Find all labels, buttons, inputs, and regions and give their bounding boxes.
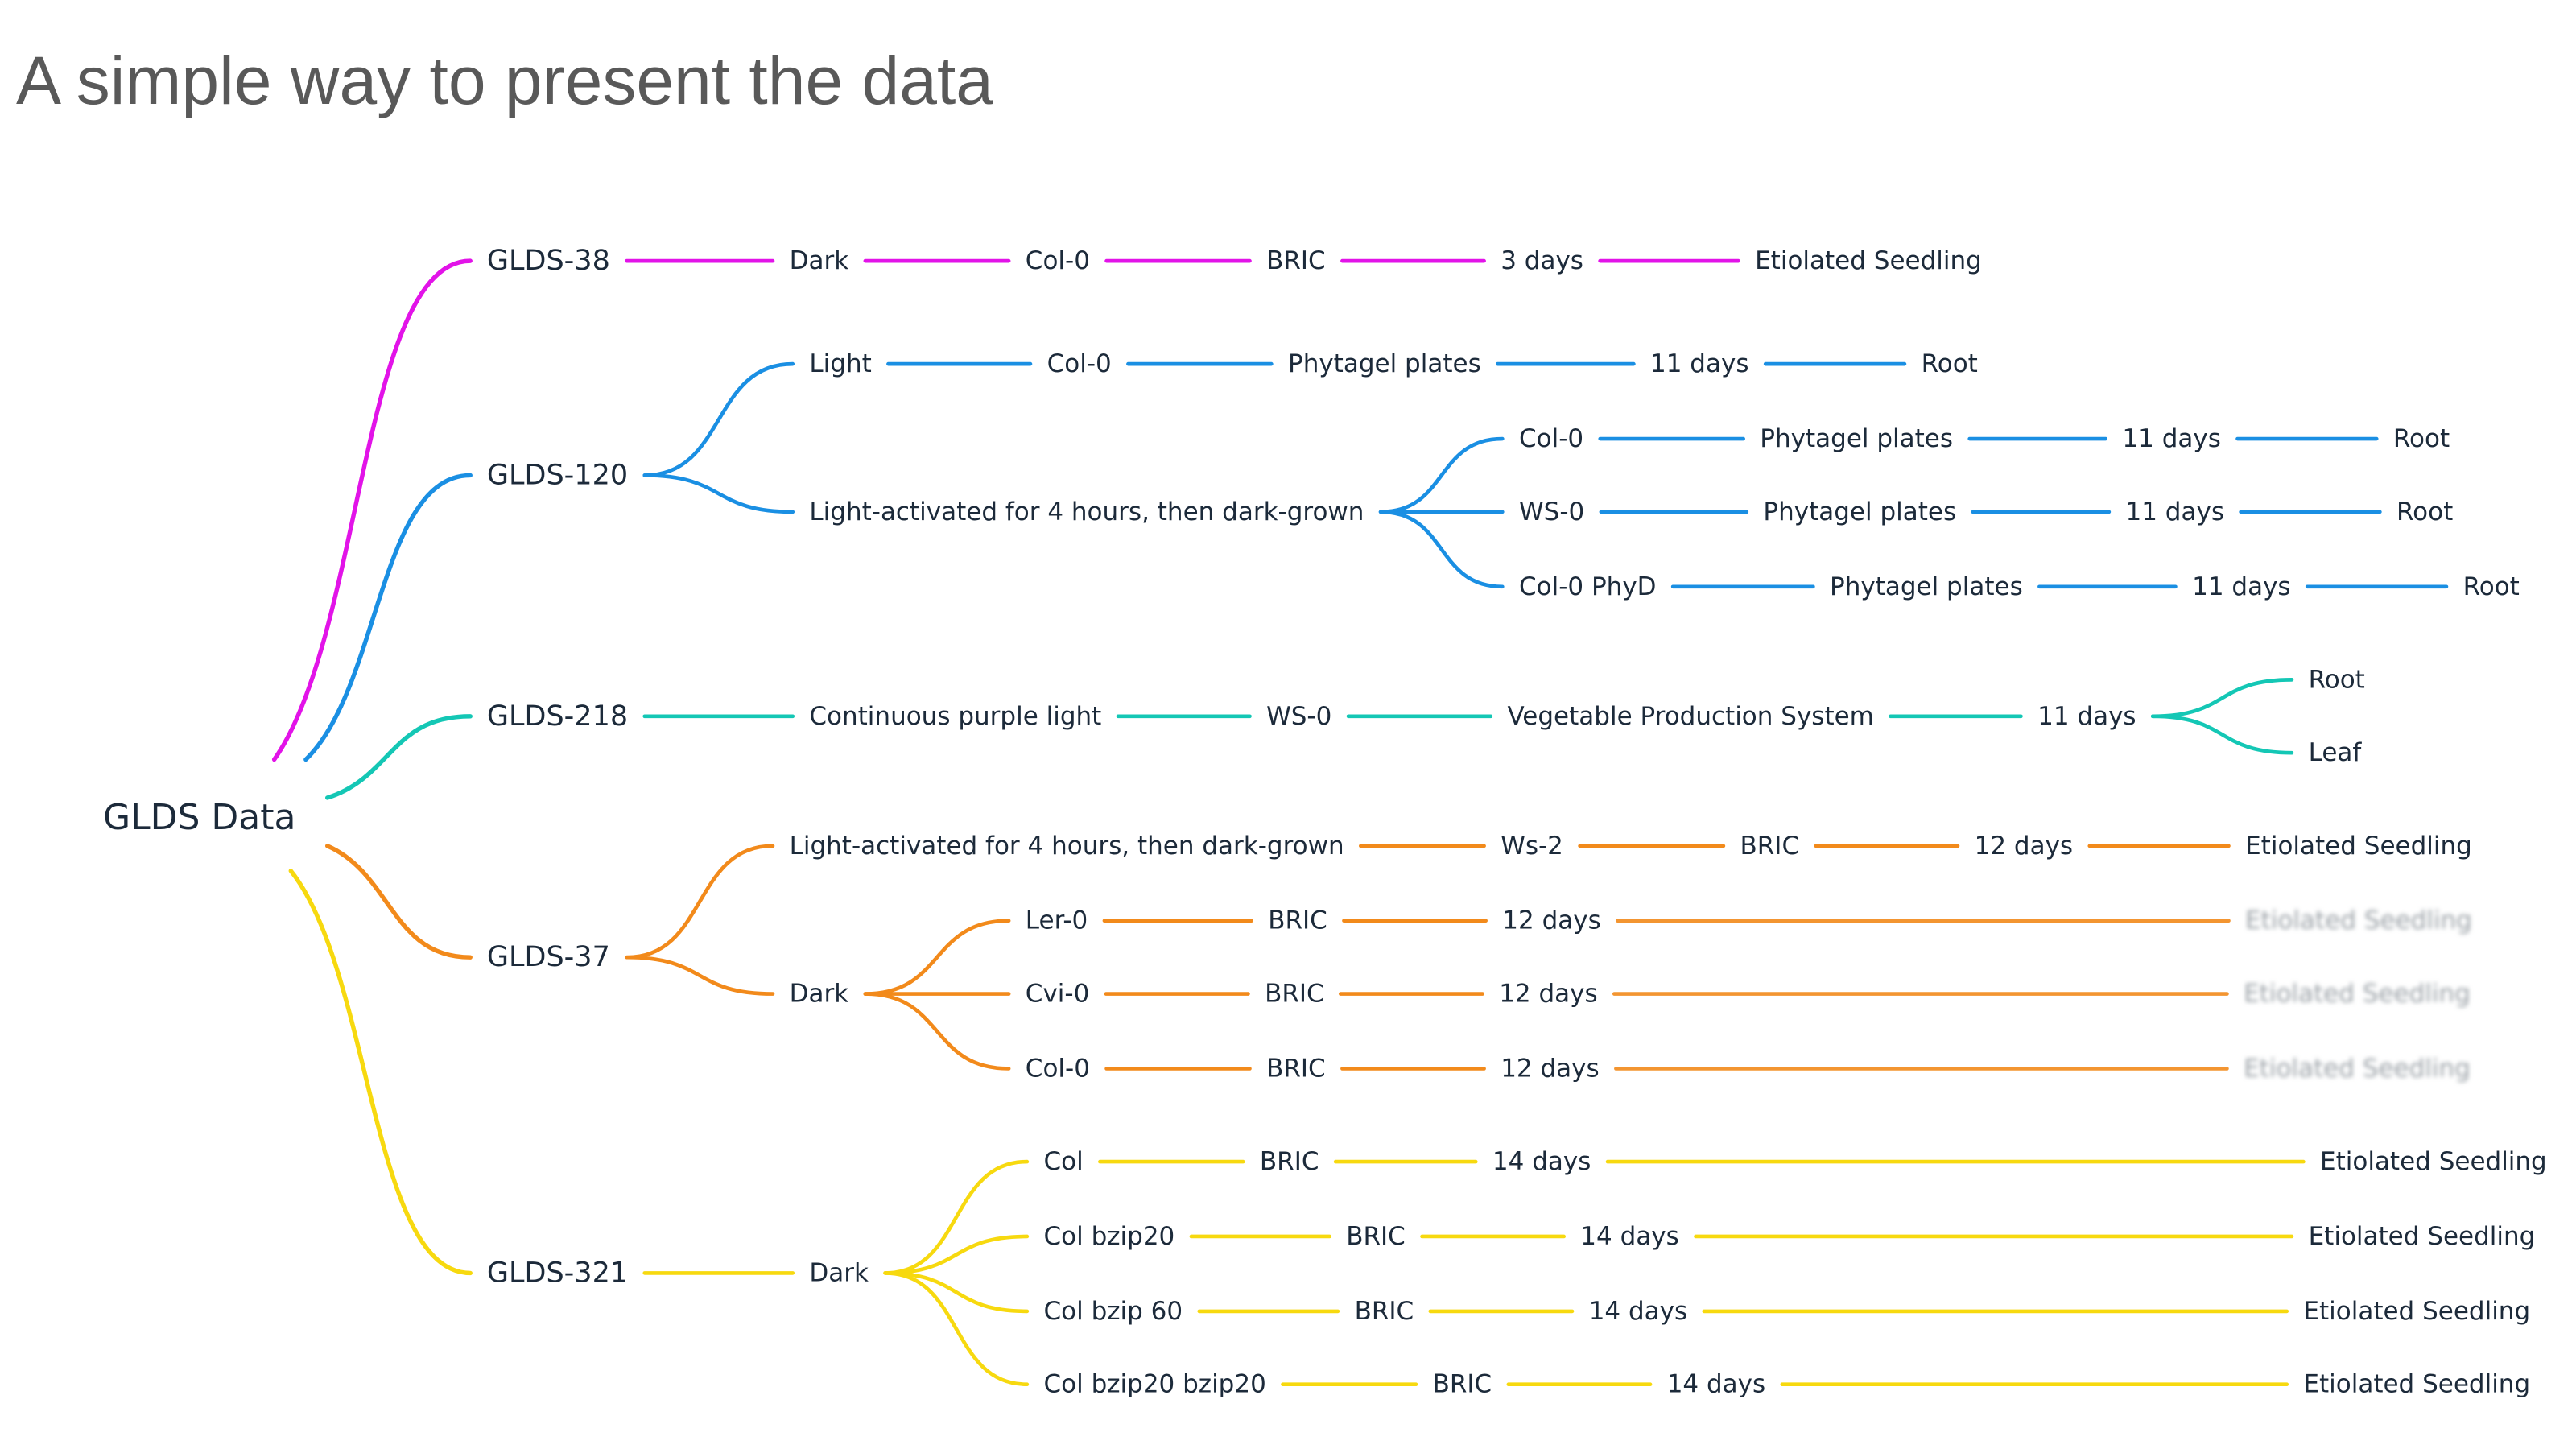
node-label-g218-f: Leaf [2309,738,2363,767]
connector-g38 [271,258,473,762]
node-label-g120-l: Light [809,349,871,378]
node-label-g321-4a: BRIC [1433,1370,1492,1399]
node-label-g120-l4: Root [1922,349,1978,378]
node-label-g120-d1c: Root [2393,424,2450,453]
node-label-g37-d1c: Etiolated Seedling [2245,906,2472,935]
node-label-g120-l3: 11 days [1650,349,1748,378]
node-label-g37-d2: Cvi-0 [1026,980,1090,1009]
node-label-g321-4: Col bzip20 bzip20 [1044,1370,1266,1399]
connector-g321-2 [883,1234,1030,1275]
node-label-g321-1b: 14 days [1492,1147,1591,1176]
node-label-g218: GLDS-218 [487,700,628,733]
node-label-g37-l4: Etiolated Seedling [2245,832,2472,861]
node-label-g321-4b: 14 days [1667,1370,1765,1399]
node-label-g37-d1a: BRIC [1268,906,1327,935]
node-label-g321: GLDS-321 [487,1257,628,1289]
node-label-g120-d1: Col-0 [1519,424,1583,453]
slide-title: A simple way to present the data [16,43,994,118]
connector-g321-1 [883,1159,1030,1275]
node-label-g37-d: Dark [790,980,849,1009]
node-label-g321-3b: 14 days [1589,1297,1687,1326]
node-label-g321-2a: BRIC [1346,1222,1406,1251]
mind-map-labels: GLDS Data GLDS-38 Dark Col-0 BRIC 3 days Etiol… [103,245,2547,1399]
node-label-g120-d2c: Root [2396,497,2453,526]
node-label-g120-l2: Phytagel plates [1288,349,1481,378]
node-label-g321-1a: BRIC [1260,1147,1319,1176]
node-label-g37-d3c: Etiolated Seedling [2244,1055,2471,1084]
node-label-g321-1: Col [1044,1147,1084,1176]
connector-g321-3 [883,1271,1030,1314]
node-label-g38-b: Col-0 [1026,246,1090,275]
node-label-g218-e: Root [2309,665,2365,694]
node-label-g321-4c: Etiolated Seedling [2303,1370,2530,1399]
connector-g321-4 [883,1271,1030,1387]
node-label-g120-l1: Col-0 [1047,349,1112,378]
node-label-g38-e: Etiolated Seedling [1755,246,1982,275]
node-label-g37-d2c: Etiolated Seedling [2244,980,2471,1009]
connector-g120-l [642,361,795,477]
node-label-g37-d2a: BRIC [1265,980,1324,1009]
connector-g37-d [625,955,775,996]
node-label-g120: GLDS-120 [487,459,628,491]
node-label-g321-3: Col bzip 60 [1044,1297,1183,1326]
node-label-g218-b: WS-0 [1266,702,1331,731]
node-label-g321-1c: Etiolated Seedling [2320,1147,2547,1176]
node-label-g37-l: Light-activated for 4 hours, then dark-g… [790,832,1344,861]
node-label-g120-d: Light-activated for 4 hours, then dark-g… [809,497,1364,526]
node-label-g37-l1: Ws-2 [1501,832,1563,861]
node-label-g321-3a: BRIC [1355,1297,1414,1326]
node-label-g120-d1b: 11 days [2122,424,2220,453]
node-label-g37-d3a: BRIC [1266,1055,1326,1084]
node-label-g38-c: BRIC [1266,246,1326,275]
node-label-g37-d1: Ler-0 [1026,906,1088,935]
node-label-g37-d2b: 12 days [1499,980,1597,1009]
node-label-g321-2: Col bzip20 [1044,1222,1175,1251]
node-label-g37: GLDS-37 [487,941,610,973]
root-node-label: GLDS Data [103,797,295,838]
connector-g218 [324,714,473,800]
node-label-g218-a: Continuous purple light [809,702,1101,731]
node-label-g120-d2b: 11 days [2126,497,2224,526]
connector-g120-d3 [1378,510,1505,589]
node-label-g37-d3b: 12 days [1501,1055,1599,1084]
node-label-g120-d3a: Phytagel plates [1830,572,2023,601]
node-label-g321-d: Dark [809,1258,869,1287]
node-label-g38-a: Dark [790,246,849,275]
node-label-g120-d3: Col-0 PhyD [1519,572,1657,601]
connector-g120 [303,473,473,762]
connector-g321 [288,869,473,1276]
connector-g218-f [2150,714,2294,755]
node-label-g321-2c: Etiolated Seedling [2309,1222,2536,1251]
node-label-g120-d3c: Root [2463,572,2520,601]
node-label-g38-d: 3 days [1501,246,1583,275]
node-label-g37-d3: Col-0 [1026,1055,1090,1084]
connector-g37-l [625,844,775,960]
connector-g218-e [2150,678,2294,719]
node-label-g120-d2a: Phytagel plates [1763,497,1956,526]
node-label-g38: GLDS-38 [487,245,610,277]
node-label-g37-l2: BRIC [1740,832,1800,861]
connector-g120-d [642,473,795,514]
connector-g37-d3 [863,992,1011,1071]
node-label-g37-l3: 12 days [1975,832,2073,861]
node-label-g120-d2: WS-0 [1519,497,1584,526]
mind-map-edges [271,258,2449,1387]
node-label-g37-d1b: 12 days [1502,906,1600,935]
node-label-g218-d: 11 days [2037,702,2136,731]
node-label-g120-d3b: 11 days [2192,572,2290,601]
node-label-g321-3c: Etiolated Seedling [2303,1297,2530,1326]
connector-g37 [324,844,473,960]
connector-g37-d1 [863,919,1011,996]
node-label-g321-2b: 14 days [1580,1222,1678,1251]
node-label-g120-d1a: Phytagel plates [1760,424,1953,453]
connector-g120-d1 [1378,436,1505,514]
node-label-g218-c: Vegetable Production System [1508,702,1874,731]
